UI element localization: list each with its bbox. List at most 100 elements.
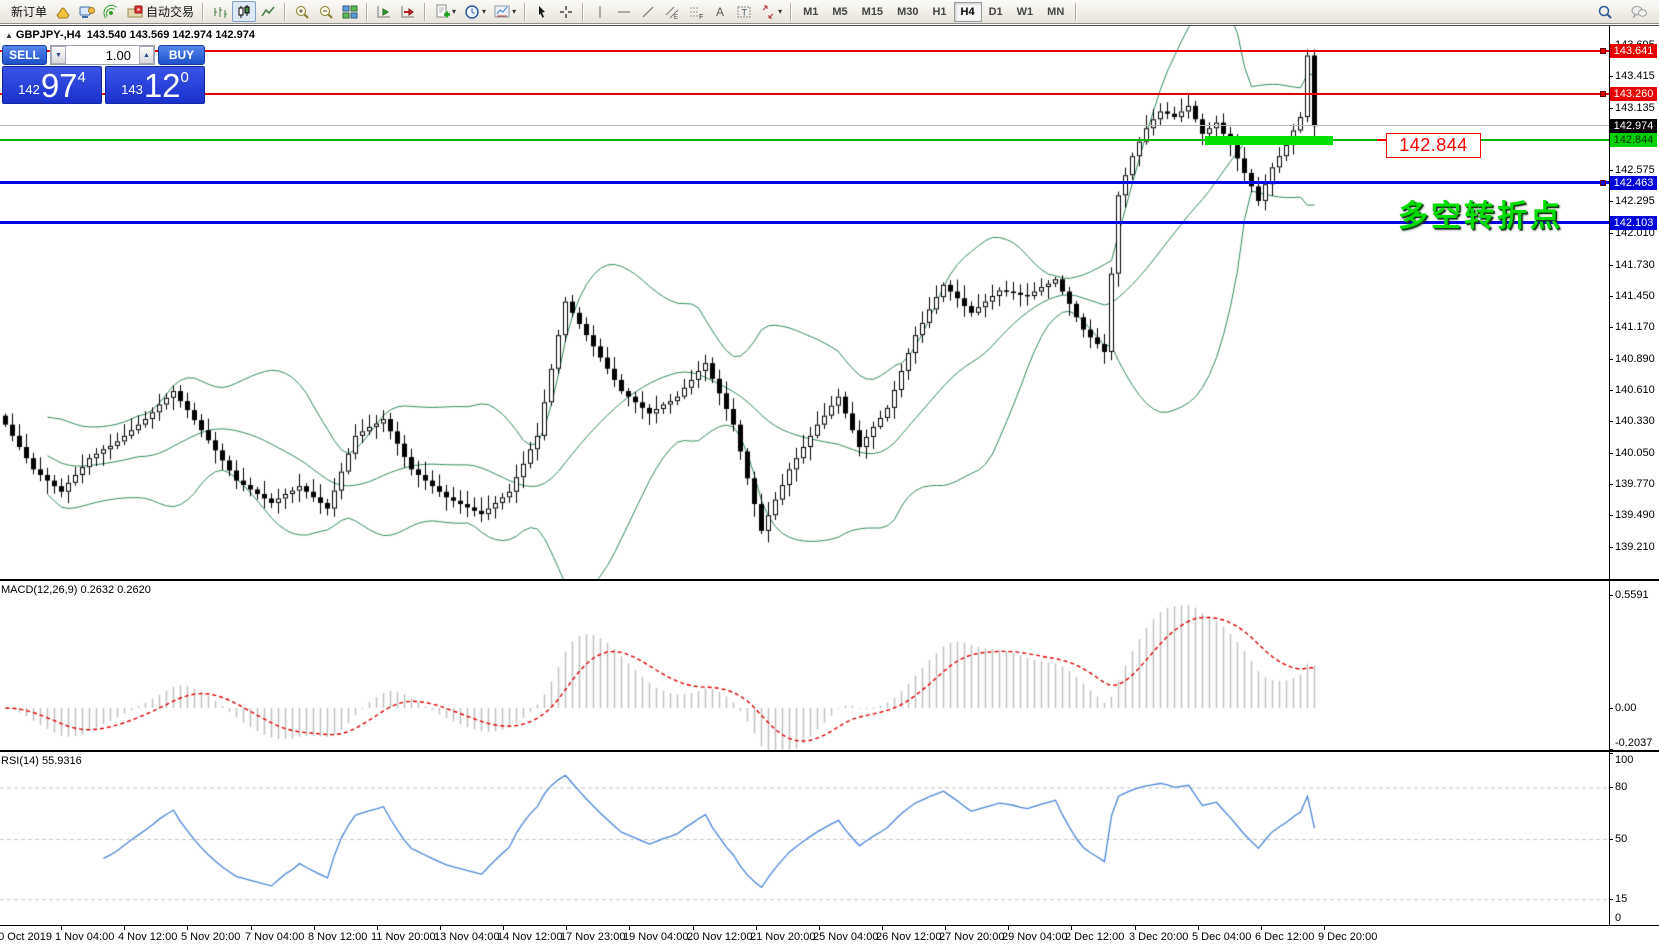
axis-tick-label: 50 [1615,833,1628,845]
zoom-in-icon [294,4,310,20]
search-button[interactable] [1593,1,1617,22]
horizontal-line-142.103[interactable] [0,221,1609,225]
metaeditor-icon-button[interactable] [75,1,99,22]
horizontal-line-142.974[interactable] [0,125,1609,127]
horizontal-line-143.26[interactable] [0,92,1609,95]
auto-scroll-button[interactable] [372,1,396,22]
main-chart-canvas[interactable] [0,26,1609,579]
rsi-pane-canvas[interactable] [0,753,1609,925]
timeframe-mn-button[interactable]: MN [1047,5,1065,18]
volume-increase-button[interactable]: ▲ [139,46,154,64]
time-tick-mark [945,925,946,930]
search-icon [1597,4,1613,20]
price-level-label[interactable]: 142.844 [1386,133,1481,159]
horizontal-line-button[interactable] [612,1,636,22]
time-axis-label: 2 Dec 12:00 [1065,931,1125,943]
trendline-button[interactable] [636,1,660,22]
buy-button[interactable]: BUY [158,45,205,65]
bars-chart-button[interactable] [208,1,232,22]
axis-tick-mark [1609,421,1613,423]
axis-tick-label: 142.295 [1615,195,1655,208]
timeframe-m15-button[interactable]: M15 [861,5,884,18]
line-end-marker [1600,47,1606,54]
vertical-line-button[interactable] [588,1,612,22]
timeframe-m30-button[interactable]: M30 [897,5,919,18]
arrows-button[interactable]: ▾ [756,1,786,22]
time-axis-label: 30 Oct 2019 [0,931,52,943]
axis-tick-mark [1609,748,1613,750]
autotrading-button-label: 自动交易 [146,5,195,19]
timeframe-m5-button[interactable]: M5 [832,5,848,18]
time-tick-mark [251,925,252,930]
zoom-out-icon [318,4,334,20]
new-order-button[interactable]: 新订单 [4,1,51,22]
axis-tick-label: 0.5591 [1615,589,1649,602]
signals-icon-button[interactable] [99,1,123,22]
axis-tick-label: 100 [1615,754,1634,766]
axis-tick-mark [1609,515,1613,517]
axis-tick-label: 143.135 [1615,101,1655,114]
pane-separator[interactable] [0,750,1659,752]
equidistant-channel-button[interactable]: E [660,1,684,22]
candlestick-chart-button[interactable] [232,1,257,22]
pane-separator[interactable] [0,579,1659,581]
horizontal-line-icon [616,4,632,20]
volume-input[interactable]: 1.00 [105,47,131,63]
sell-button[interactable]: SELL [2,45,47,65]
horizontal-line-143.641[interactable] [0,49,1609,52]
volume-decrease-button[interactable]: ▼ [51,46,66,64]
macd-pane-canvas[interactable] [0,582,1609,750]
zoom-out-button[interactable] [314,1,338,22]
time-axis-label: 29 Nov 04:00 [1002,931,1068,943]
axis-tick-label: 0.00 [1615,701,1637,714]
text-label-icon: T [736,4,752,20]
line-chart-button[interactable] [256,1,280,22]
chart-window: ▲ GBPJPY-,H4 143.540 143.569 142.974 142.9… [0,25,1659,947]
axis-tick-label: 141.730 [1615,258,1655,271]
sell-price-display[interactable]: 142 97 4 [2,66,102,104]
community-chat-button[interactable] [1627,1,1651,22]
time-tick-mark [756,925,757,930]
toolbar-separator [790,2,793,21]
templates-button[interactable]: ▾ [490,1,520,22]
autotrading-button[interactable]: 自动交易 [123,1,198,22]
horizontal-line-142.463[interactable] [0,181,1609,185]
axis-tick-mark [1609,483,1613,485]
time-axis-label: 5 Dec 04:00 [1192,931,1252,943]
timeframe-m1-button[interactable]: M1 [803,5,819,18]
chart-annotation-text[interactable]: 多空转折点 [1398,200,1563,233]
trendline-icon [640,4,656,20]
crosshair-button[interactable] [554,1,578,22]
buy-price-sup: 0 [180,69,189,86]
axis-tick-label: 140.330 [1615,415,1655,428]
tile-windows-button[interactable] [338,1,362,22]
sell-price-prefix: 142 [18,82,40,97]
text-label-button[interactable]: T [732,1,756,22]
chart-shift-button[interactable] [396,1,420,22]
time-axis-label: 26 Nov 12:00 [876,931,942,943]
horizontal-line-142.844[interactable] [0,139,1609,142]
price-badge-142.974: 142.974 [1610,118,1657,133]
time-axis-label: 3 Dec 20:00 [1129,931,1189,943]
support-highlight-segment[interactable] [1205,135,1333,145]
axis-tick-mark [1609,264,1613,266]
bars-chart-icon [212,4,228,20]
fibonacci-button[interactable]: F [684,1,708,22]
community-chat-icon [1631,4,1647,20]
timeframe-w1-button[interactable]: W1 [1016,5,1034,18]
axis-tick-label: 15 [1615,893,1628,906]
cursor-button[interactable] [530,1,554,22]
market-watch-icon-button[interactable] [51,1,75,22]
zoom-in-button[interactable] [290,1,314,22]
text-button[interactable]: A [708,1,732,22]
timeframe-h1-button[interactable]: H1 [932,5,947,18]
axis-tick-label: 142.010 [1615,227,1655,240]
templates-icon [494,4,510,20]
timeframe-d1-button[interactable]: D1 [988,5,1003,18]
indicators-button[interactable]: ▾ [430,1,460,22]
time-tick-mark [503,925,504,930]
axis-tick-label: 0 [1615,912,1622,924]
periods-button[interactable]: ▾ [460,1,490,22]
buy-price-display[interactable]: 143 12 0 [105,66,205,104]
timeframe-h4-button[interactable]: H4 [953,1,982,22]
